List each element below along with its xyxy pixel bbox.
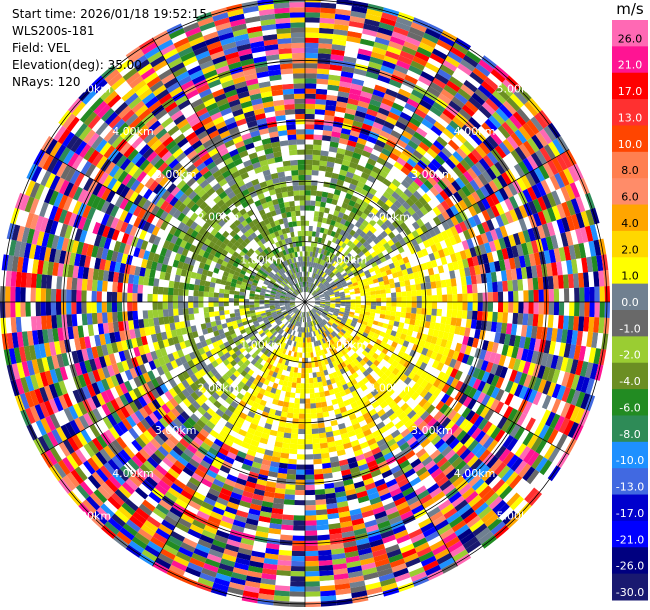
range-label: 1.00km	[240, 253, 282, 266]
azimuth-lines	[0, 0, 610, 607]
colorbar-segment	[612, 494, 648, 522]
azimuth-line	[40, 149, 306, 303]
colorbar-tick: 13.0	[618, 111, 643, 124]
colorbar-tick: 17.0	[618, 85, 643, 98]
colorbar-tick: -13.0	[616, 481, 644, 494]
colorbar-tick: 10.0	[618, 138, 643, 151]
colorbar-tick: 2.0	[621, 243, 639, 256]
colorbar-segment	[612, 389, 648, 416]
range-label: 3.00km	[411, 424, 453, 437]
colorbar-tick: -2.0	[619, 349, 640, 362]
range-label: 2.00km	[198, 211, 240, 224]
azimuth-line	[304, 301, 570, 455]
colorbar-segment	[612, 441, 648, 469]
range-label: 1.00km	[240, 339, 282, 352]
colorbar-tick: 6.0	[621, 191, 639, 204]
colorbar-tick: -8.0	[619, 428, 640, 441]
range-label: 4.00km	[454, 125, 496, 138]
colorbar-tick: 0.0	[621, 296, 639, 309]
range-label: 5.00km	[69, 82, 111, 95]
instrument-label: WLS200s-181	[12, 23, 207, 40]
range-label: 4.00km	[112, 467, 154, 480]
colorbar-segment	[612, 336, 648, 364]
colorbar-segment	[612, 204, 648, 232]
colorbar-segment	[612, 573, 648, 601]
colorbar-segment	[612, 178, 648, 206]
colorbar-tick: 26.0	[618, 32, 643, 45]
colorbar-tick: -10.0	[616, 454, 644, 467]
colorbar-segment	[612, 99, 648, 126]
colorbar-segment	[612, 46, 648, 74]
colorbar: 26.0 21.0 17.0 13.0 10.0 8.0 6.0 4.0 2.0 1.0 0.0 -1…	[612, 20, 648, 601]
colorbar-segment	[612, 547, 648, 575]
field-label: Field: VEL	[12, 40, 207, 57]
colorbar-segment	[612, 20, 648, 47]
azimuth-line	[304, 37, 458, 303]
azimuth-line	[40, 301, 306, 455]
colorbar-segment	[612, 415, 648, 443]
colorbar-tick: -26.0	[616, 560, 644, 573]
elevation-label: Elevation(deg): 35.00	[12, 57, 207, 74]
colorbar-tick: -6.0	[619, 401, 640, 414]
colorbar-segment	[612, 257, 648, 285]
colorbar-tick: -17.0	[616, 507, 644, 520]
nrays-label: NRays: 120	[12, 74, 207, 91]
range-labels: 1.00km 1.00km 1.00km 1.00km 2.00km 2.00km 2.00…	[69, 82, 538, 522]
colorbar-unit-label: m/s	[612, 0, 648, 18]
colorbar-tick: -4.0	[619, 375, 640, 388]
colorbar-segment	[612, 468, 648, 496]
info-panel: Start time: 2026/01/18 19:52:15 WLS200s-…	[12, 6, 207, 91]
colorbar-segment	[612, 230, 648, 258]
range-label: 3.00km	[155, 424, 197, 437]
azimuth-line	[304, 301, 458, 567]
start-time-label: Start time: 2026/01/18 19:52:15	[12, 6, 207, 23]
azimuth-line	[152, 37, 306, 303]
range-label: 5.00km	[497, 510, 539, 523]
colorbar-segment	[612, 362, 648, 390]
colorbar-segment	[612, 310, 648, 337]
colorbar-tick: 8.0	[621, 164, 639, 177]
azimuth-line	[304, 149, 570, 303]
range-label: 3.00km	[155, 168, 197, 181]
velocity-field	[0, 0, 610, 607]
colorbar-segment	[612, 72, 648, 100]
range-label: 2.00km	[368, 381, 410, 394]
colorbar-tick: -30.0	[616, 586, 644, 599]
colorbar-segment	[612, 125, 648, 153]
azimuth-line	[152, 301, 306, 567]
range-label: 5.00km	[69, 510, 111, 523]
range-label: 2.00km	[368, 211, 410, 224]
colorbar-tick: -21.0	[616, 533, 644, 546]
colorbar-segment	[612, 151, 648, 179]
colorbar-tick: -1.0	[619, 322, 640, 335]
range-label: 5.00km	[497, 82, 539, 95]
range-label: 4.00km	[112, 125, 154, 138]
range-label: 1.00km	[326, 253, 368, 266]
range-label: 1.00km	[326, 339, 368, 352]
colorbar-tick: 21.0	[618, 59, 643, 72]
colorbar-segment	[612, 520, 648, 548]
range-label: 4.00km	[454, 467, 496, 480]
range-label: 3.00km	[411, 168, 453, 181]
colorbar-tick: 4.0	[621, 217, 639, 230]
colorbar-segment	[612, 283, 648, 311]
colorbar-tick: 1.0	[621, 270, 639, 283]
range-label: 2.00km	[198, 381, 240, 394]
